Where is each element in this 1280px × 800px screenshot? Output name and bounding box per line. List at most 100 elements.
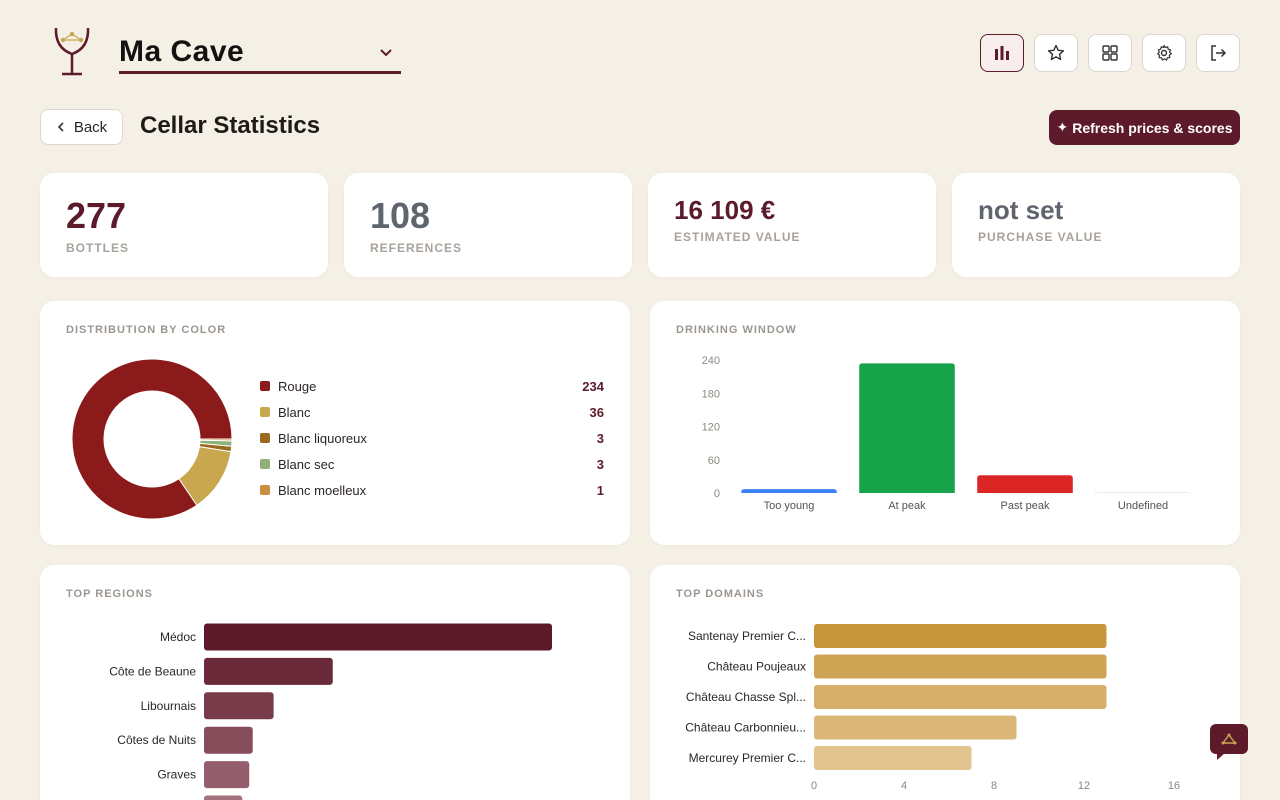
x-tick-label: 8 <box>991 780 997 792</box>
category-label: Santenay Premier C... <box>688 629 806 643</box>
legend-item: Blanc sec 3 <box>260 454 604 474</box>
legend-swatch <box>260 459 270 469</box>
gear-icon <box>1157 44 1172 61</box>
legend-count: 3 <box>596 456 604 472</box>
category-label: Côte de Beaune <box>109 664 196 678</box>
panel-title: DISTRIBUTION BY COLOR <box>66 324 227 336</box>
legend-swatch <box>260 433 270 443</box>
legend-count: 234 <box>582 378 604 394</box>
bar-1 <box>859 363 955 493</box>
category-label: Château Carbonnieu... <box>685 721 806 735</box>
x-tick-label: Past peak <box>1001 500 1050 512</box>
legend-label: Blanc liquoreux <box>278 430 367 446</box>
x-tick-label: Undefined <box>1118 500 1168 512</box>
x-tick-label: 16 <box>1168 780 1180 792</box>
y-tick-label: 120 <box>702 422 720 434</box>
grid-view-button[interactable] <box>1088 34 1132 72</box>
legend-item: Blanc moelleux 1 <box>260 480 604 500</box>
donut-slice-4 <box>199 438 233 442</box>
x-tick-label: Too young <box>764 500 815 512</box>
app-header: Ma Cave <box>0 0 1280 100</box>
assistant-chat-button[interactable] <box>1210 724 1248 760</box>
refresh-label: Refresh prices & scores <box>1072 119 1233 136</box>
stats-icon <box>995 46 1009 60</box>
y-tick-label: 0 <box>714 488 720 500</box>
stat-value: 277 <box>66 195 127 236</box>
bar-5 <box>204 795 243 800</box>
settings-button[interactable] <box>1142 34 1186 72</box>
bar-4 <box>204 761 250 789</box>
color-distribution-panel: DISTRIBUTION BY COLOR Rouge 234 Blanc 36 Bla… <box>40 301 630 545</box>
stats-button[interactable] <box>980 34 1024 72</box>
stat-card-bottles: 277 BOTTLES <box>40 173 328 277</box>
page-title: Cellar Statistics <box>140 112 321 139</box>
sparkle-icon: ✦ <box>1056 119 1069 135</box>
x-tick-label: 4 <box>901 780 907 792</box>
panel-title: DRINKING WINDOW <box>676 324 797 336</box>
cellar-select[interactable]: Ma Cave <box>119 32 401 74</box>
bar-3 <box>1095 492 1191 496</box>
logout-icon <box>1211 45 1227 61</box>
stat-label: BOTTLES <box>66 241 129 255</box>
star-icon <box>1047 44 1065 61</box>
legend-label: Blanc <box>278 404 311 420</box>
category-label: Libournais <box>141 699 196 713</box>
x-tick-label: 0 <box>811 780 817 792</box>
bar-3 <box>814 715 1017 740</box>
top-regions-panel: TOP REGIONS Médoc Côte de Beaune Libournai… <box>40 565 630 800</box>
color-donut-chart <box>71 358 233 520</box>
bar-1 <box>204 657 333 685</box>
legend-label: Blanc sec <box>278 456 335 472</box>
x-tick-label: At peak <box>888 500 926 512</box>
top-domains-chart: Santenay Premier C... Château Poujeaux Châ… <box>685 624 1180 792</box>
bar-0 <box>814 624 1107 648</box>
grid-icon <box>1102 45 1118 61</box>
legend-count: 36 <box>589 404 604 420</box>
category-label: Château Chasse Spl... <box>686 690 806 704</box>
category-label: Château Poujeaux <box>707 660 806 674</box>
drinking-window-panel: DRINKING WINDOW 0 60 120 180 240 Too young At … <box>650 301 1240 545</box>
legend-swatch <box>260 407 270 417</box>
drinking-window-chart: 0 60 120 180 240 Too young At peak Past peak Und… <box>702 355 1191 512</box>
bar-0 <box>741 489 837 493</box>
stat-label: ESTIMATED VALUE <box>674 230 801 244</box>
legend-item: Blanc 36 <box>260 402 604 422</box>
bar-2 <box>977 475 1073 493</box>
wine-glass-logo-icon <box>54 27 90 76</box>
top-toolbar <box>980 34 1240 72</box>
back-button[interactable]: Back <box>40 109 123 145</box>
y-tick-label: 240 <box>702 355 720 367</box>
legend-item: Blanc liquoreux 3 <box>260 428 604 448</box>
category-label: Côtes de Nuits <box>117 733 196 747</box>
chevron-left-icon <box>57 122 64 132</box>
x-tick-label: 12 <box>1078 780 1090 792</box>
bar-4 <box>814 746 972 770</box>
category-label: Mercurey Premier C... <box>689 751 806 765</box>
stat-label: REFERENCES <box>370 241 463 255</box>
y-tick-label: 180 <box>702 388 720 400</box>
stat-card-estimated-value: 16 109 € ESTIMATED VALUE <box>648 173 936 277</box>
bar-0 <box>204 623 552 651</box>
category-label: Médoc <box>160 630 196 644</box>
stat-label: PURCHASE VALUE <box>978 230 1103 244</box>
bar-2 <box>814 685 1107 709</box>
donut-slice-0 <box>71 358 233 520</box>
legend-item: Rouge 234 <box>260 376 604 396</box>
legend-count: 1 <box>596 482 604 498</box>
logout-button[interactable] <box>1196 34 1240 72</box>
bar-2 <box>204 692 274 720</box>
stat-card-purchase-value: not set PURCHASE VALUE <box>952 173 1240 277</box>
stat-card-references: 108 REFERENCES <box>344 173 632 277</box>
category-label: Graves <box>157 768 196 782</box>
top-regions-chart: Médoc Côte de Beaune Libournais Côtes de Nu… <box>109 623 552 800</box>
bar-1 <box>814 654 1107 679</box>
panel-title: TOP DOMAINS <box>676 588 765 600</box>
legend-swatch <box>260 485 270 495</box>
stat-value: 16 109 € <box>674 195 776 225</box>
refresh-prices-button[interactable]: ✦ Refresh prices & scores <box>1049 110 1240 145</box>
cellar-name: Ma Cave <box>119 34 245 68</box>
back-label: Back <box>73 118 108 136</box>
legend-swatch <box>260 381 270 391</box>
top-domains-panel: TOP DOMAINS Santenay Premier C... Château… <box>650 565 1240 800</box>
favorites-button[interactable] <box>1034 34 1078 72</box>
